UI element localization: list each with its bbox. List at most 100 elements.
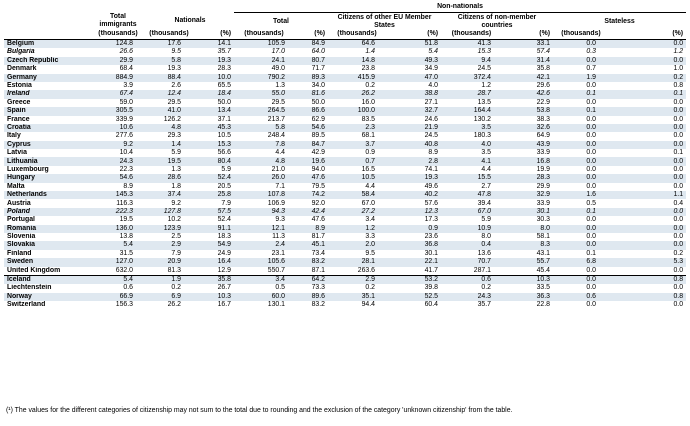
value-cell: 10.9 [441, 224, 502, 233]
value-cell: 0.7 [328, 157, 386, 166]
value-cell: 57.5 [192, 207, 234, 217]
value-cell: 30.1 [502, 207, 553, 217]
value-cell: 26.0 [234, 174, 294, 183]
unit-label: (%) [192, 30, 234, 40]
table-row: Finland 31.5 7.9 24.9 23.1 73.4 9.5 30.1 13.6 43.… [4, 249, 687, 259]
value-cell: 2.9 [146, 241, 192, 250]
value-cell: 106.9 [234, 199, 294, 208]
value-cell: 52.5 [386, 292, 441, 302]
value-cell: 47.6 [294, 216, 328, 225]
value-cell: 45.4 [502, 266, 553, 276]
country-cell: Portugal [4, 216, 90, 225]
value-cell: 21.9 [386, 123, 441, 133]
value-cell: 248.4 [234, 132, 294, 141]
value-cell: 1.3 [146, 165, 192, 175]
value-cell: 6.8 [553, 258, 609, 267]
value-cell: 41.3 [441, 39, 502, 49]
value-cell: 9.4 [441, 56, 502, 66]
table-row: Greece 59.0 29.5 50.0 29.5 50.0 16.0 27.1 13.5 22… [4, 98, 687, 108]
value-cell: 4.4 [441, 165, 502, 175]
table-row: Slovenia 13.8 2.5 18.3 11.3 81.7 3.3 23.6 8.0 58.… [4, 232, 687, 242]
country-cell: Latvia [4, 149, 90, 158]
value-cell: 0.1 [553, 90, 609, 99]
value-cell: 62.9 [294, 115, 328, 124]
value-cell: 57.4 [502, 48, 553, 57]
unit-label: (%) [386, 30, 441, 40]
value-cell: 24.3 [441, 292, 502, 302]
value-cell: 24.9 [192, 249, 234, 259]
value-cell: 8.3 [502, 241, 553, 250]
value-cell: 87.1 [294, 266, 328, 276]
value-cell: 2.8 [386, 157, 441, 166]
value-cell: 0.8 [609, 274, 687, 285]
value-cell: 9.3 [234, 216, 294, 225]
value-cell: 9.5 [328, 249, 386, 259]
value-cell: 0.1 [553, 207, 609, 217]
value-cell: 55.7 [502, 258, 553, 267]
value-cell: 0.0 [553, 115, 609, 124]
value-cell: 41.0 [146, 107, 192, 116]
value-cell: 8.9 [294, 224, 328, 233]
value-cell: 5.8 [146, 56, 192, 66]
value-cell: 0.0 [553, 182, 609, 192]
value-cell: 26.2 [146, 301, 192, 310]
value-cell: 68.4 [90, 65, 146, 74]
value-cell: 0.0 [609, 182, 687, 192]
header-units-row: (thousands) (thousands) (%) (thousands) … [4, 30, 687, 40]
value-cell: 287.1 [441, 266, 502, 276]
value-cell: 81.3 [146, 266, 192, 276]
table-row: Belgium 124.8 17.6 14.1 105.9 84.9 64.6 51.8 41.… [4, 39, 687, 49]
value-cell: 1.4 [146, 140, 192, 150]
country-cell: France [4, 115, 90, 124]
table-row: Latvia 10.4 5.9 56.6 4.4 42.9 0.9 8.9 3.5 33.9 0.0… [4, 149, 687, 158]
value-cell: 19.9 [502, 165, 553, 175]
table-row: Italy 277.6 29.3 10.5 248.4 89.5 68.1 24.5 180.3… [4, 132, 687, 141]
value-cell: 89.3 [294, 73, 328, 82]
country-cell: Poland [4, 207, 90, 217]
value-cell: 5.4 [90, 241, 146, 250]
value-cell: 28.7 [441, 90, 502, 99]
table-row: Czech Republic 29.9 5.8 19.3 24.1 80.7 14.8 49.… [4, 56, 687, 66]
value-cell: 7.1 [234, 182, 294, 192]
table-row: Netherlands 145.3 37.4 25.8 107.8 74.2 58.4 40.… [4, 191, 687, 200]
unit-label: (%) [609, 30, 687, 40]
table-row: Iceland 5.4 1.9 35.8 3.4 64.2 2.9 53.2 0.6 10.3 0.… [4, 274, 687, 285]
value-cell: 14.8 [328, 56, 386, 66]
value-cell: 4.4 [234, 149, 294, 158]
value-cell: 24.5 [441, 65, 502, 74]
value-cell: 1.2 [441, 81, 502, 91]
value-cell: 0.0 [553, 174, 609, 183]
value-cell: 59.0 [90, 98, 146, 108]
value-cell: 0.0 [553, 140, 609, 150]
value-cell: 7.8 [234, 140, 294, 150]
stateless-header: Stateless [604, 17, 635, 25]
value-cell: 24.3 [90, 157, 146, 166]
value-cell: 0.6 [90, 284, 146, 293]
value-cell: 47.8 [441, 191, 502, 200]
value-cell: 0.0 [553, 39, 609, 49]
value-cell: 1.0 [609, 65, 687, 74]
value-cell: 42.9 [294, 149, 328, 158]
country-cell: Germany [4, 73, 90, 82]
value-cell: 7.9 [192, 199, 234, 208]
value-cell: 0.0 [609, 241, 687, 250]
value-cell: 18.4 [192, 90, 234, 99]
value-cell: 3.5 [441, 123, 502, 133]
value-cell: 130.2 [441, 115, 502, 124]
value-cell: 5.4 [386, 48, 441, 57]
value-cell: 0.4 [441, 241, 502, 250]
value-cell: 23.8 [328, 65, 386, 74]
value-cell: 35.1 [328, 292, 386, 302]
value-cell: 213.7 [234, 115, 294, 124]
value-cell: 0.0 [553, 232, 609, 242]
value-cell: 0.8 [609, 81, 687, 91]
value-cell: 19.3 [386, 174, 441, 183]
value-cell: 15.3 [441, 48, 502, 57]
country-cell: Cyprus [4, 140, 90, 150]
value-cell: 14.1 [192, 39, 234, 49]
value-cell: 0.5 [234, 284, 294, 293]
value-cell: 107.8 [234, 191, 294, 200]
value-cell: 4.0 [386, 81, 441, 91]
country-cell: Estonia [4, 81, 90, 91]
